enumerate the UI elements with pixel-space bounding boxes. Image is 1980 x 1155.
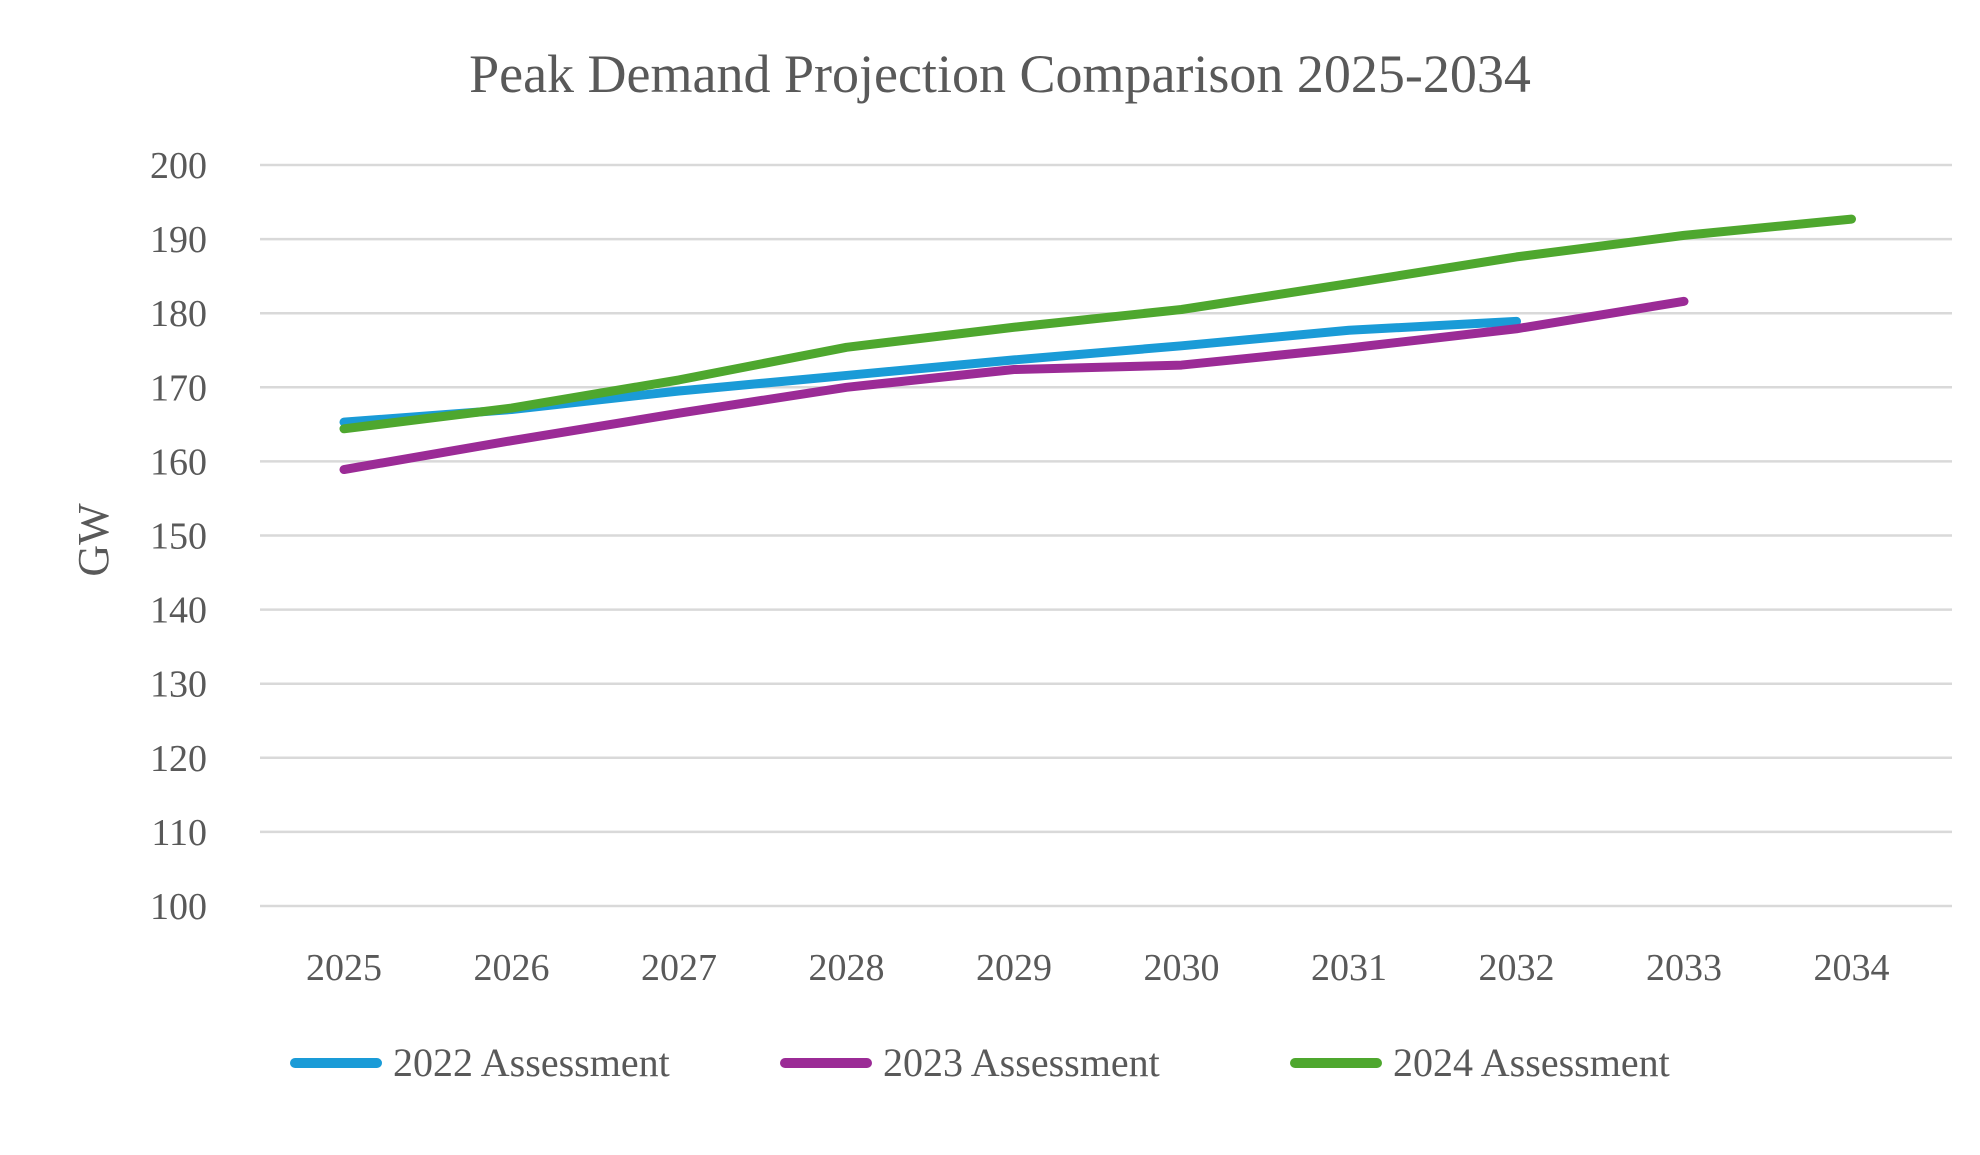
y-tick-label: 150 [150,516,207,558]
x-tick-label: 2027 [641,947,717,989]
gridlines [260,163,1952,908]
y-tick-label: 190 [150,219,207,261]
y-tick-label: 110 [151,812,207,854]
x-tick-label: 2026 [474,947,550,989]
y-axis-ticks: 100 110 120 130 140 150 160 170 180 190 200 [150,145,207,928]
x-tick-label: 2029 [976,947,1052,989]
legend-item-2022[interactable]: 2022 Assessment [290,1040,670,1085]
legend-item-2023[interactable]: 2023 Assessment [780,1040,1160,1085]
series-line-2024 [339,214,1856,434]
y-tick-label: 200 [150,145,207,187]
legend: 2022 Assessment 2023 Assessment 2024 Asses… [290,1040,1670,1085]
y-tick-label: 170 [150,367,207,409]
x-tick-label: 2033 [1646,947,1722,989]
x-tick-label: 2028 [809,947,885,989]
x-tick-label: 2031 [1311,947,1387,989]
legend-label: 2023 Assessment [883,1040,1160,1085]
x-tick-label: 2032 [1479,947,1555,989]
x-axis-ticks: 2025 2026 2027 2028 2029 2030 2031 2032 2033 2034 [306,947,1890,989]
y-tick-label: 120 [150,738,207,780]
series-lines [339,214,1856,475]
x-tick-label: 2030 [1144,947,1220,989]
y-tick-label: 140 [150,590,207,632]
x-tick-label: 2034 [1814,947,1890,989]
x-tick-label: 2025 [306,947,382,989]
y-tick-label: 130 [150,664,207,706]
y-tick-label: 100 [150,886,207,928]
y-tick-label: 180 [150,293,207,335]
legend-label: 2022 Assessment [393,1040,670,1085]
legend-item-2024[interactable]: 2024 Assessment [1290,1040,1670,1085]
y-tick-label: 160 [150,441,207,483]
y-axis-title: GW [69,503,118,577]
chart-title: Peak Demand Projection Comparison 2025-2… [469,44,1531,104]
legend-label: 2024 Assessment [1393,1040,1670,1085]
